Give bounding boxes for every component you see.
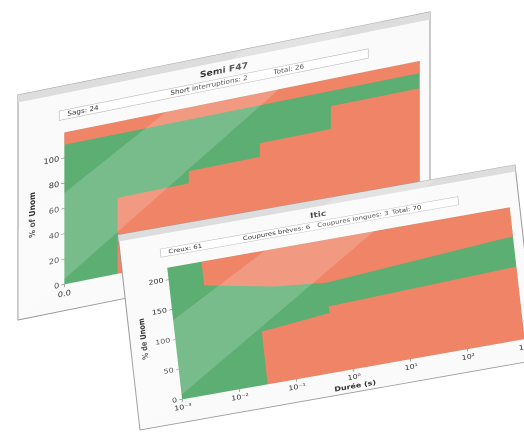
legend-box [58,48,369,121]
y-tick-label: 100 [155,336,171,347]
x-tick-label: 10⁻¹ [288,381,306,392]
y-tick [61,233,65,235]
y-tick [179,399,183,401]
x-tick-label: 10¹ [404,362,418,372]
y-tick-label: 150 [151,306,167,317]
y-tick-label: 0 [54,281,59,291]
y-tick [61,208,65,210]
chart-title: Itic [310,208,327,220]
x-tick-label: 10² [461,352,475,362]
legend-box [159,196,460,258]
y-tick [61,284,65,286]
gloss [18,28,348,321]
gloss [131,178,436,430]
x-tick-label: 10⁻² [231,391,249,402]
y-axis-label: % of Unom [28,191,37,238]
zone [64,60,420,145]
y-axis-label: % de Unom [136,317,150,360]
x-tick-label: 10⁻³ [174,402,192,413]
y-tick [168,309,172,311]
x-tick-label: 10⁰ [347,372,361,382]
y-tick [175,369,179,371]
y-tick [61,157,65,159]
y-tick-label: 0 [172,396,178,405]
y-tick [61,182,65,185]
y-tick-label: 200 [148,276,164,287]
y-tick-label: 50 [163,366,174,376]
y-tick [165,279,169,281]
x-tick-label: 0.0 [58,288,71,299]
y-tick-label: 60 [49,205,59,216]
y-tick-label: 80 [49,180,59,191]
y-tick [61,258,65,260]
y-tick-label: 100 [43,155,59,167]
x-tick-label: 10³ [518,342,524,352]
y-tick-label: 20 [49,256,59,267]
zone [261,266,524,385]
y-tick-label: 40 [49,231,59,242]
zone [201,207,513,287]
y-tick [172,339,176,341]
toolbar [18,12,430,103]
toolbar [118,164,516,242]
